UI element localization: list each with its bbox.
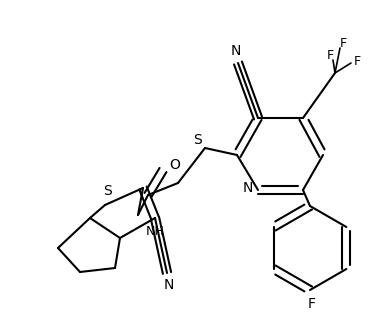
Text: S: S bbox=[104, 184, 112, 198]
Text: N: N bbox=[231, 44, 241, 58]
Text: N: N bbox=[243, 181, 253, 195]
Text: F: F bbox=[327, 49, 334, 62]
Text: F: F bbox=[340, 36, 347, 50]
Text: F: F bbox=[308, 297, 316, 311]
Text: O: O bbox=[169, 158, 180, 172]
Text: S: S bbox=[193, 133, 201, 147]
Text: N: N bbox=[164, 278, 174, 292]
Text: NH: NH bbox=[146, 225, 165, 238]
Text: F: F bbox=[353, 55, 361, 68]
